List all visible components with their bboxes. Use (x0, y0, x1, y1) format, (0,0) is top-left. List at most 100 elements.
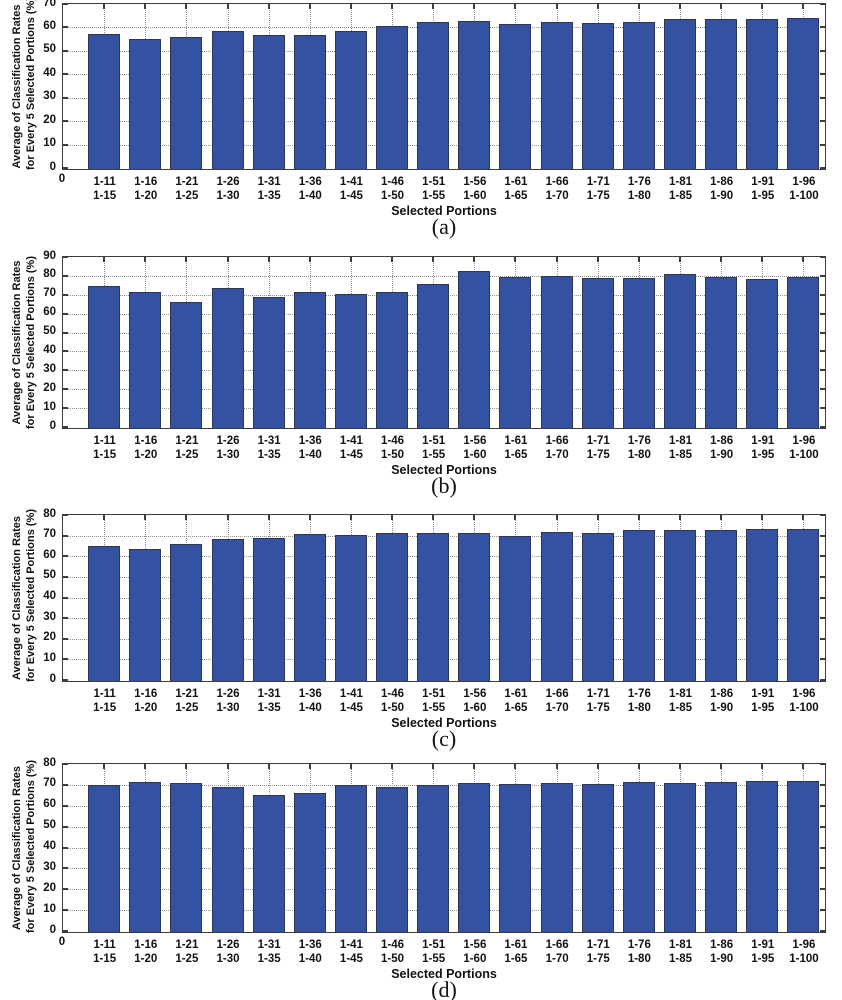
y-tick-label: 80 (43, 507, 56, 520)
bar (458, 782, 491, 932)
x-tick-label-line2: 1-50 (381, 952, 405, 965)
x-tick-label-line2: 1-95 (751, 952, 775, 965)
x-tick-label-line1: 1-51 (422, 435, 446, 447)
x-tick-label-line2: 1-60 (463, 448, 487, 461)
x-tick-mark (596, 4, 599, 9)
x-tick-label-line1: 1-71 (586, 176, 610, 188)
x-tick-mark (432, 515, 435, 520)
x-tick-label-line1: 1-41 (339, 688, 363, 700)
x-tick-label: 1-46 1-50 (372, 435, 413, 462)
y-tick-mark (820, 514, 825, 516)
x-tick-label-line2: 1-65 (504, 189, 528, 202)
x-tick-mark (103, 515, 106, 520)
x-tick-label: 1-16 1-20 (125, 176, 166, 203)
x-tick-label-line2: 1-25 (175, 952, 199, 965)
x-tick-label-line1: 1-56 (463, 688, 487, 700)
x-tick-mark (432, 257, 435, 262)
y-tick-label: 50 (43, 325, 56, 338)
x-tick-mark (761, 257, 764, 262)
y-tick-label: 10 (43, 400, 56, 413)
y-tick-mark (820, 426, 825, 428)
x-tick-label-line1: 1-11 (93, 688, 116, 700)
x-tick-label-line2: 1-55 (422, 448, 446, 461)
x-tick-label-line1: 1-36 (298, 688, 322, 700)
y-tick-label: 60 (43, 548, 56, 561)
x-tick-label: 1-26 1-30 (208, 435, 249, 462)
x-tick-label-line1: 1-21 (175, 939, 199, 951)
panel-caption: (c) (431, 726, 457, 751)
x-tick-label-line1: 1-76 (627, 688, 651, 700)
bar (334, 293, 367, 428)
x-tick-label-line2: 1-40 (298, 701, 322, 714)
bar (417, 284, 450, 428)
bar (334, 534, 367, 681)
y-tick-mark (820, 783, 825, 786)
bar (540, 783, 573, 932)
x-tick-label-line1: 1-26 (216, 176, 240, 188)
x-tick-label: 1-11 1-15 (84, 939, 125, 966)
bar (417, 21, 450, 169)
y-tick-mark (820, 930, 825, 932)
x-tick-label-line2: 1-40 (298, 448, 322, 461)
x-origin-tick-label: 0 (58, 173, 66, 185)
bar (664, 274, 697, 428)
x-tick-label-line1: 1-26 (216, 688, 240, 700)
x-tick-label-line2: 1-60 (463, 952, 487, 965)
y-tick-mark (820, 679, 825, 681)
x-tick-label: 1-21 1-25 (166, 688, 207, 715)
y-tick-mark (820, 575, 825, 578)
y-tick-mark (63, 369, 68, 372)
y-tick-mark (63, 274, 68, 277)
y-tick-mark (63, 312, 68, 315)
x-tick-label: 1-11 1-15 (84, 688, 125, 715)
x-tick-label-line2: 1-30 (216, 448, 240, 461)
x-tick-mark (555, 515, 558, 520)
x-tick-label: 1-71 1-75 (578, 435, 619, 462)
x-tick-label-line1: 1-66 (545, 435, 569, 447)
y-tick-mark (820, 167, 825, 169)
x-tick-label-line2: 1-35 (257, 189, 281, 202)
y-tick-mark (63, 426, 68, 428)
y-tick-mark (820, 143, 825, 146)
x-tick-mark (761, 4, 764, 9)
x-tick-label-line1: 1-16 (134, 688, 158, 700)
y-tick-mark (63, 388, 68, 391)
x-tick-label: 1-11 1-15 (84, 435, 125, 462)
x-tick-mark (720, 515, 723, 520)
y-tick-mark (63, 637, 68, 640)
y-tick-label: 50 (43, 43, 56, 56)
x-tick-label-line1: 1-86 (710, 939, 734, 951)
x-tick-label: 1-86 1-90 (701, 688, 742, 715)
y-tick-mark (820, 909, 825, 912)
x-tick-label-line2: 1-50 (381, 701, 405, 714)
y-tick-mark (820, 3, 825, 5)
y-tick-mark (820, 534, 825, 537)
x-tick-label: 1-31 1-35 (249, 939, 290, 966)
y-tick-mark (63, 256, 68, 258)
x-tick-label-line1: 1-46 (381, 176, 405, 188)
y-tick-mark (63, 617, 68, 620)
x-tick-label-line1: 1-11 (93, 176, 116, 188)
x-tick-label: 1-16 1-20 (125, 688, 166, 715)
x-tick-label-line2: 1-40 (298, 952, 322, 965)
y-tick-label: 50 (43, 819, 56, 832)
x-tick-label-line2: 1-25 (175, 448, 199, 461)
x-tick-label: 1-91 1-95 (742, 435, 783, 462)
h-gridline (63, 275, 825, 277)
y-axis-label-line1: Average of Classification Rates (11, 515, 23, 681)
panel-caption: (d) (431, 977, 457, 1000)
y-tick-mark (820, 888, 825, 891)
x-tick-label: 1-56 1-60 (454, 176, 495, 203)
x-tick-mark (679, 764, 682, 769)
y-tick-mark (63, 293, 68, 296)
x-tick-label-line2: 1-30 (216, 952, 240, 965)
x-tick-mark (555, 4, 558, 9)
x-tick-label: 1-81 1-85 (660, 435, 701, 462)
bar (129, 292, 162, 428)
x-tick-label-line2: 1-45 (339, 189, 363, 202)
x-tick-mark (679, 4, 682, 9)
x-tick-label-line1: 1-86 (710, 176, 734, 188)
x-tick-label: 1-96 1-100 (783, 688, 824, 715)
x-tick-label-line2: 1-85 (669, 189, 693, 202)
